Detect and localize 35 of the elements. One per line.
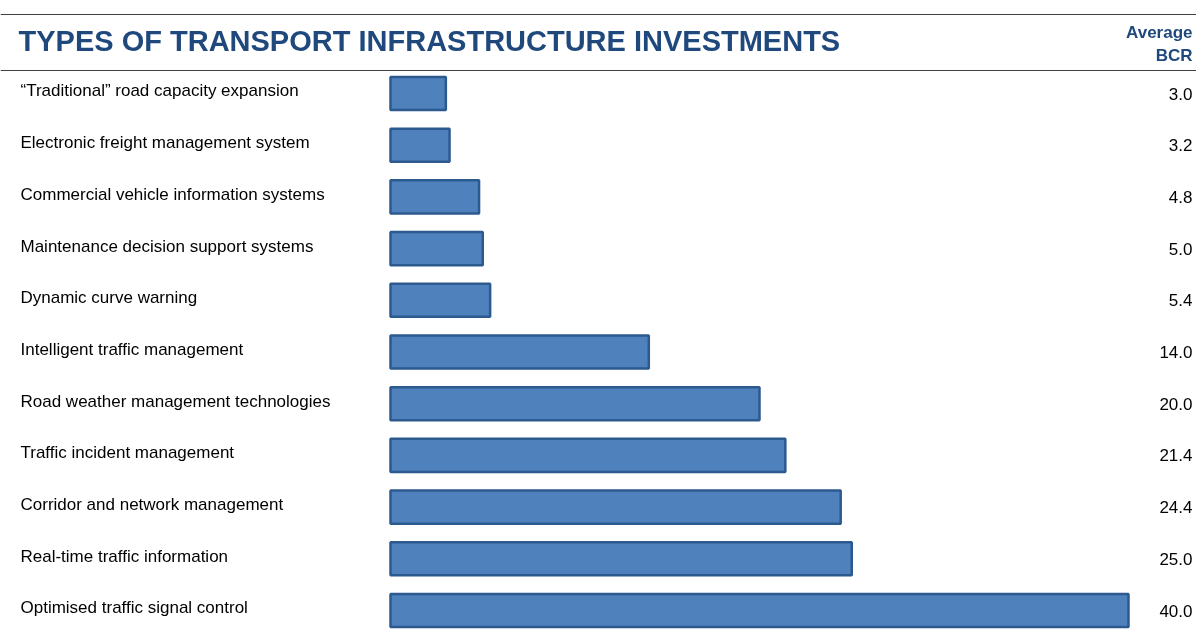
bar: [389, 179, 481, 215]
bar: [389, 541, 853, 577]
data-label: 25.0: [1159, 549, 1193, 569]
y-tick-label: Intelligent traffic management: [20, 339, 244, 359]
data-label: 24.4: [1159, 498, 1193, 518]
data-label: 3.0: [1168, 84, 1193, 104]
data-label: 3.2: [1168, 136, 1193, 156]
data-label: 4.8: [1168, 187, 1193, 207]
data-label: 21.4: [1159, 446, 1193, 466]
y-tick-label: Maintenance decision support systems: [20, 236, 314, 256]
text: Average BCR: [1126, 23, 1193, 65]
data-label: 5.4: [1168, 291, 1193, 311]
bar: [389, 75, 448, 112]
bar: [389, 489, 842, 525]
bar: [389, 592, 1130, 629]
bar: [389, 334, 651, 370]
bar: [389, 282, 492, 319]
y-tick-label: Dynamic curve warning: [20, 288, 198, 308]
y-tick-label: Optimised traffic signal control: [20, 598, 248, 618]
y-tick-label: Traffic incident management: [20, 443, 235, 463]
bar: [389, 385, 761, 422]
y-tick-label: Electronic freight management system: [20, 133, 310, 153]
y-tick-label: Real-time traffic information: [20, 546, 229, 566]
data-label: 5.0: [1168, 239, 1193, 259]
data-label: 40.0: [1159, 601, 1193, 621]
chart-title: TYPES OF TRANSPORT INFRASTRUCTURE INVESTMENTS: [18, 24, 841, 57]
data-label: 14.0: [1159, 343, 1193, 362]
bar: [389, 230, 484, 267]
y-tick-label: Corridor and network management: [20, 495, 284, 515]
bar: [389, 437, 787, 474]
y-tick-label: Commercial vehicle information systems: [20, 184, 325, 204]
y-tick-label: “Traditional” road capacity expansion: [20, 81, 299, 101]
bar: [389, 127, 451, 163]
y-tick-label: Road weather management technologies: [20, 391, 331, 411]
data-label: 20.0: [1159, 394, 1193, 414]
